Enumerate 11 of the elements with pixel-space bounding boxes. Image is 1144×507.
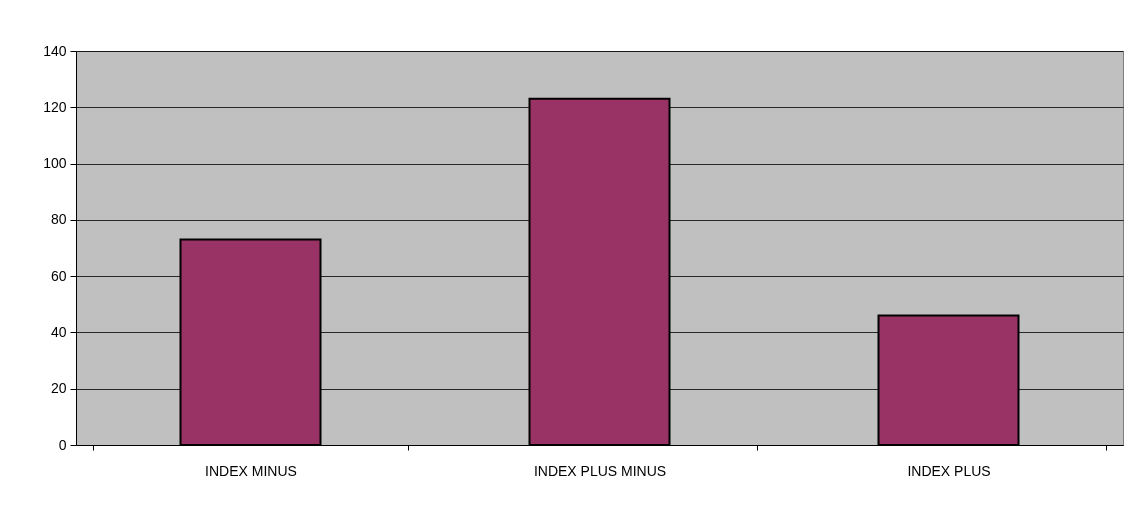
y-tick-label: 60 [50,267,67,284]
x-tick-label: INDEX PLUS MINUS [533,462,667,479]
y-tick-label: 80 [50,211,67,228]
x-tick-label: INDEX MINUS [205,462,297,479]
y-tick-label: 0 [58,436,67,453]
y-tick-label: 100 [43,155,67,172]
y-tick-label: 20 [50,380,67,397]
y-tick-label: 40 [50,323,67,340]
y-tick-label: 120 [43,98,67,115]
x-tick-label: INDEX PLUS [907,462,991,479]
y-tick-label: 140 [43,42,67,59]
